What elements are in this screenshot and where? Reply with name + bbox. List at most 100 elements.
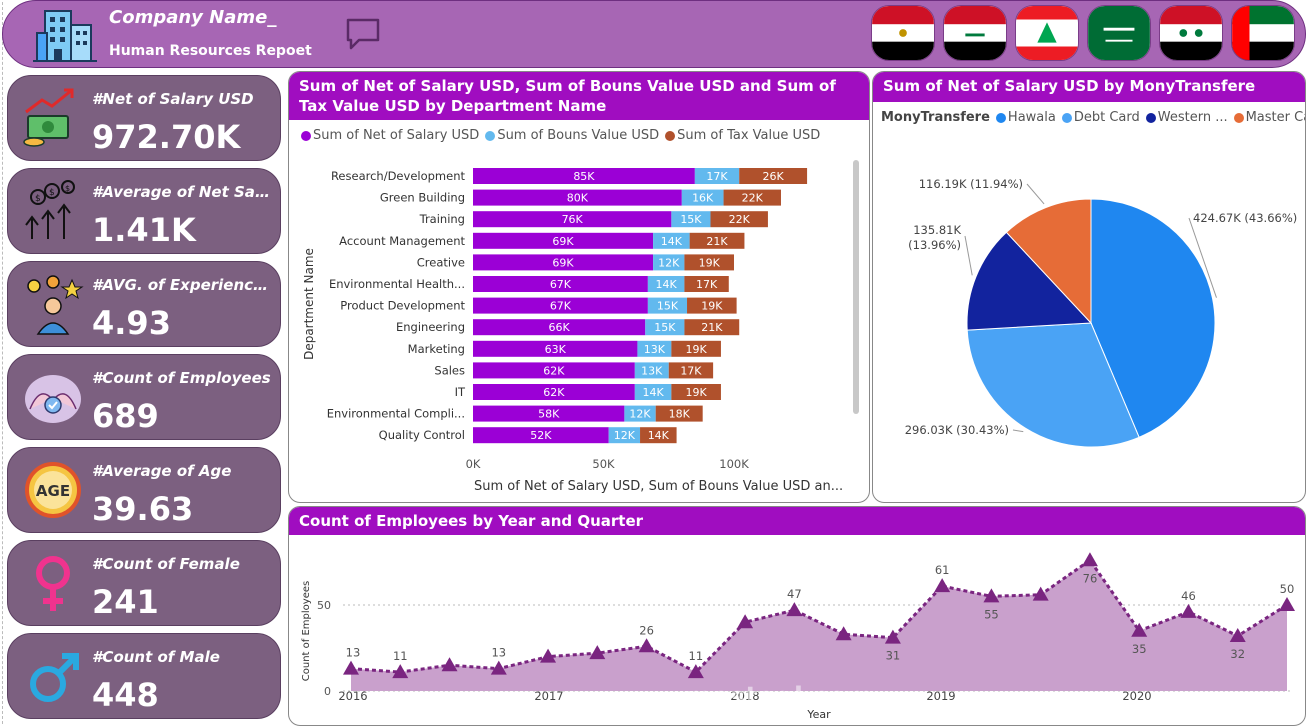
bar-segment[interactable] <box>739 168 808 184</box>
bar-segment[interactable] <box>723 189 781 206</box>
legend-item-tax[interactable]: Sum of Tax Value USD <box>665 128 820 143</box>
bar-segment[interactable] <box>684 276 729 292</box>
bar-segment[interactable] <box>473 168 695 184</box>
data-point-marker[interactable] <box>934 578 951 593</box>
data-point-marker[interactable] <box>687 664 704 679</box>
bar-segment[interactable] <box>634 384 672 400</box>
flag-slicer <box>871 5 1295 61</box>
kpi-count-male-card: #Count of Male 448 <box>7 633 281 719</box>
data-point-marker[interactable] <box>1081 552 1098 567</box>
bar-segment[interactable] <box>671 211 711 228</box>
bar-segment[interactable] <box>671 384 721 400</box>
data-point-marker[interactable] <box>441 657 458 672</box>
bar-segment[interactable] <box>473 297 648 314</box>
bar-segment[interactable] <box>637 340 672 357</box>
data-point-marker[interactable] <box>1032 586 1049 601</box>
bar-segment[interactable] <box>694 168 740 184</box>
bar-segment[interactable] <box>710 211 768 228</box>
legend-item-net[interactable]: Sum of Net of Salary USD <box>301 128 479 143</box>
bar-segment[interactable] <box>608 427 641 444</box>
bar-segment[interactable] <box>473 405 625 422</box>
category-label: Creative <box>417 255 465 269</box>
bar-segment[interactable] <box>671 340 721 357</box>
bar-segment[interactable] <box>653 254 685 271</box>
bar-segment[interactable] <box>473 362 635 379</box>
data-point-marker[interactable] <box>1131 622 1148 637</box>
pie-slice[interactable] <box>966 231 1093 331</box>
bar-segment[interactable] <box>473 211 672 228</box>
bar-segment[interactable] <box>634 362 669 379</box>
bar-segment[interactable] <box>681 189 724 206</box>
bar-data-label: 67K <box>550 278 572 291</box>
data-point-marker[interactable] <box>540 648 557 663</box>
bar-segment[interactable] <box>684 254 734 271</box>
data-point-marker[interactable] <box>786 602 803 617</box>
bar-segment[interactable] <box>473 232 654 249</box>
data-point-marker[interactable] <box>737 614 754 629</box>
legend-item-western[interactable]: Western ... <box>1145 110 1228 125</box>
employees-by-quarter-panel[interactable]: Count of Employees by Year and Quarter C… <box>288 506 1306 726</box>
data-point-marker[interactable] <box>884 629 901 644</box>
bar-segment[interactable] <box>647 297 688 314</box>
bar-data-label: 18K <box>669 408 691 421</box>
bar-segment[interactable] <box>689 232 745 249</box>
uae-flag-icon[interactable] <box>1231 5 1295 61</box>
chart-scrollbar[interactable] <box>853 160 859 414</box>
category-label: Research/Development <box>331 169 466 183</box>
data-point-marker[interactable] <box>835 626 852 641</box>
bar-segment[interactable] <box>640 427 677 444</box>
data-point-marker[interactable] <box>343 660 359 675</box>
data-point-marker[interactable] <box>1229 627 1246 642</box>
money-transfer-panel[interactable]: Sum of Net of Salary USD by MonyTransfer… <box>872 71 1306 503</box>
legend-item-master-card[interactable]: Master Card <box>1233 110 1305 125</box>
comment-icon[interactable] <box>345 17 381 51</box>
x-tick-label: 2016 <box>338 689 367 703</box>
legend-item-hawala[interactable]: Hawala <box>995 110 1056 125</box>
pie-slice[interactable] <box>1090 198 1216 438</box>
bar-segment[interactable] <box>473 340 638 357</box>
data-point-marker[interactable] <box>589 645 606 660</box>
bar-segment[interactable] <box>647 276 685 292</box>
lebanon-flag-icon[interactable] <box>1015 5 1079 61</box>
department-chart-panel[interactable]: Sum of Net of Salary USD, Sum of Bouns V… <box>288 71 870 503</box>
bar-segment[interactable] <box>473 254 654 271</box>
kpi-average-net-salary-card: $ $ $ #Average of Net Salary USD 1.41K <box>7 168 281 254</box>
bar-segment[interactable] <box>655 405 703 422</box>
iraq-flag-icon[interactable] <box>943 5 1007 61</box>
bar-segment[interactable] <box>645 319 685 336</box>
bar-segment[interactable] <box>473 276 648 292</box>
bar-segment[interactable] <box>653 232 690 249</box>
legend-item-bonus[interactable]: Sum of Bouns Value USD <box>485 128 659 143</box>
bar-data-label: 13K <box>644 343 666 356</box>
data-point-marker[interactable] <box>490 660 507 675</box>
bar-segment[interactable] <box>668 362 714 379</box>
pie-slice[interactable] <box>1005 198 1092 325</box>
saudi-arabia-flag-icon[interactable] <box>1087 5 1151 61</box>
pie-slice[interactable] <box>966 322 1140 448</box>
bar-data-label: 17K <box>706 170 728 183</box>
egypt-flag-icon[interactable] <box>871 5 935 61</box>
header-bar: Company Name_ Human Resources Repoet <box>2 0 1306 68</box>
bar-data-label: 66K <box>549 321 571 334</box>
x-tick-label: 2017 <box>534 689 563 703</box>
bar-segment[interactable] <box>473 189 682 206</box>
syria-flag-icon[interactable] <box>1159 5 1223 61</box>
bar-segment[interactable] <box>473 427 609 444</box>
legend-item-debt-card[interactable]: Debt Card <box>1061 110 1140 125</box>
bar-data-label: 14K <box>642 386 664 399</box>
data-point-marker[interactable] <box>1279 597 1295 611</box>
bar-segment[interactable] <box>684 319 740 336</box>
x-tick-label: 100K <box>719 457 749 471</box>
bar-segment[interactable] <box>624 405 656 422</box>
bar-segment[interactable] <box>473 319 646 336</box>
data-point-marker[interactable] <box>638 638 655 653</box>
data-point-marker[interactable] <box>392 664 409 679</box>
category-label: Account Management <box>339 234 465 248</box>
kpi-label: #Count of Female <box>92 555 240 573</box>
data-point-marker[interactable] <box>1180 603 1197 618</box>
data-point-marker[interactable] <box>983 588 1000 603</box>
y-tick-label: 50 <box>317 599 331 612</box>
bar-segment[interactable] <box>473 384 635 400</box>
point-data-label: 50 <box>1280 582 1295 596</box>
bar-segment[interactable] <box>687 297 737 314</box>
